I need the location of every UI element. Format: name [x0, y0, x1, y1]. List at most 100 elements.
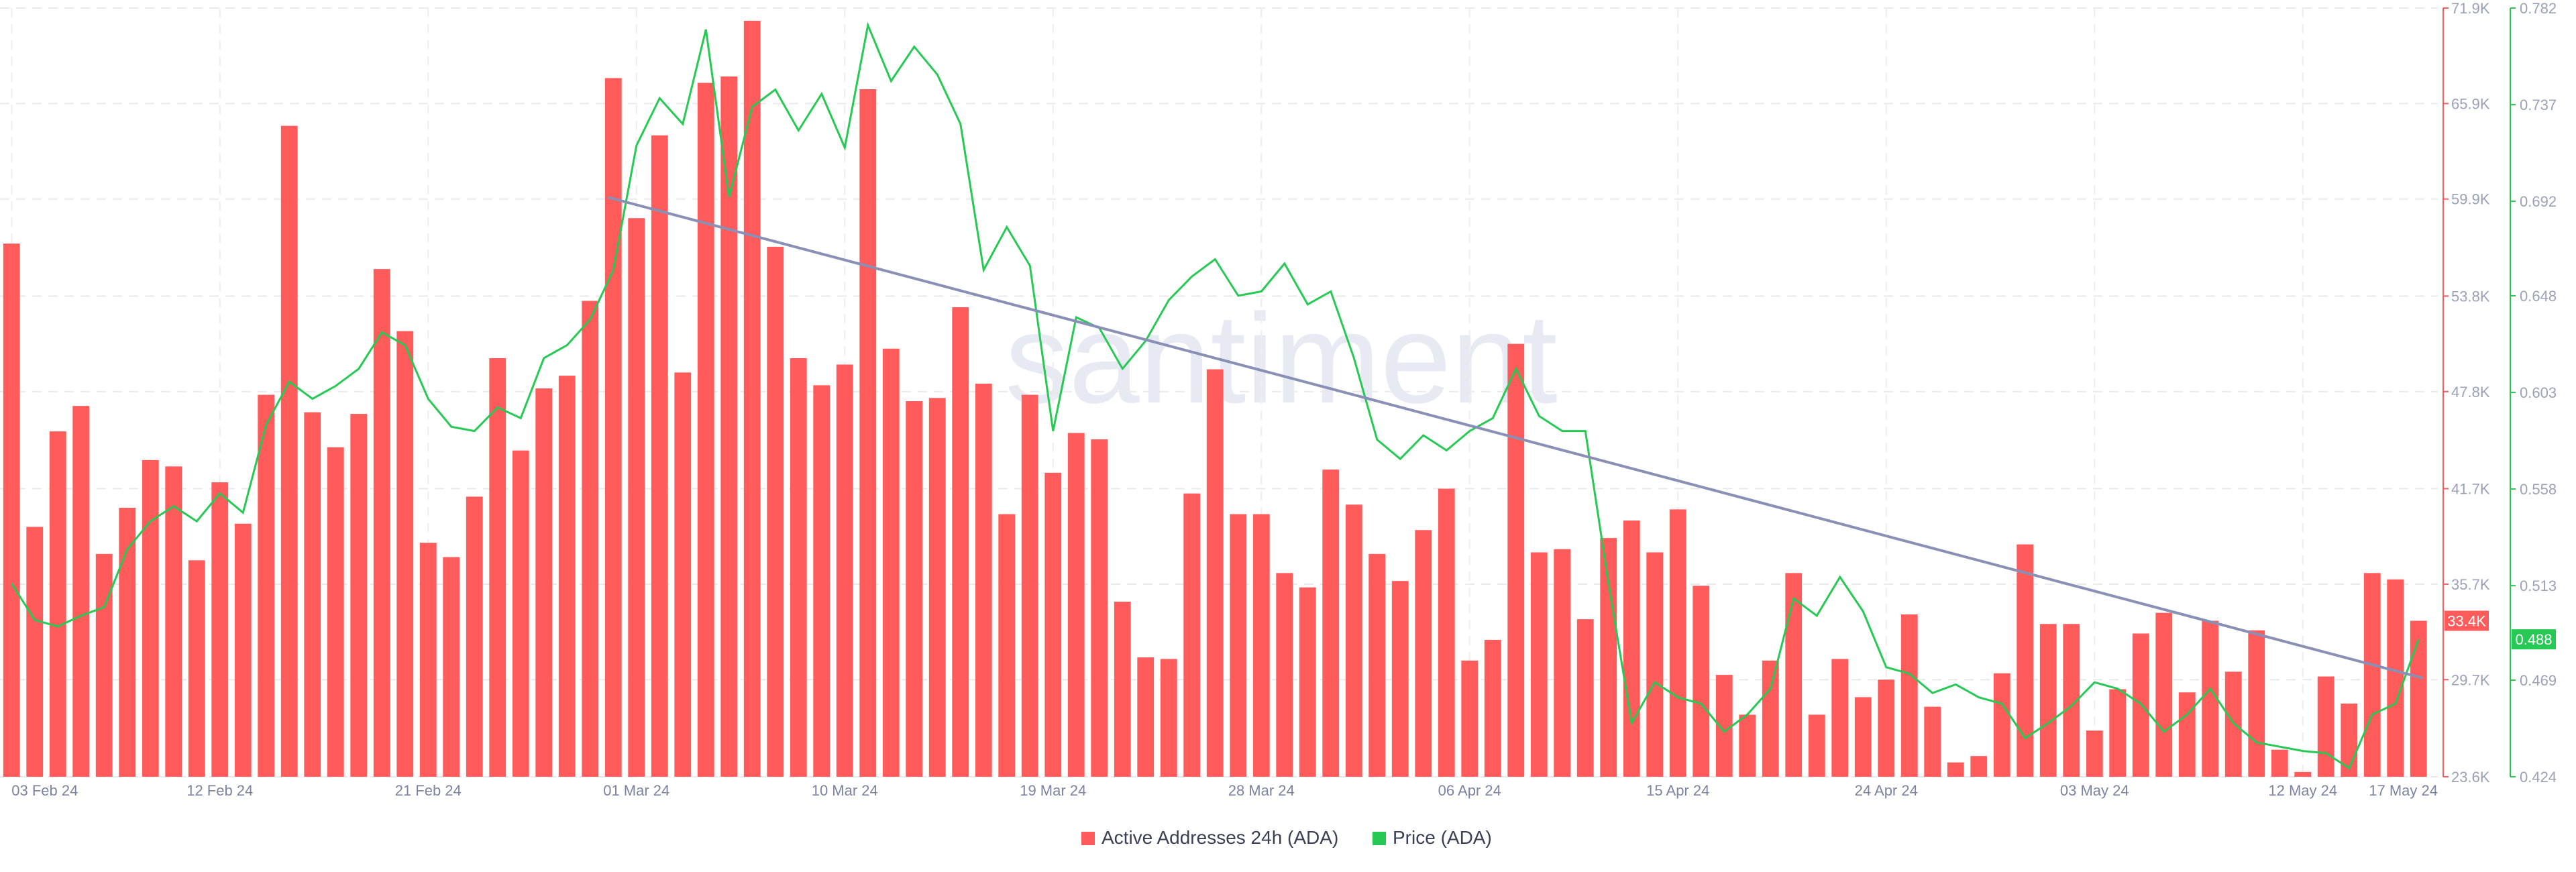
y2-tick-label: 0.558: [2520, 481, 2557, 498]
bar: [1230, 514, 1247, 777]
x-tick-label: 12 Feb 24: [186, 782, 253, 799]
bar: [95, 553, 113, 777]
bar: [1091, 439, 1108, 777]
bar: [1554, 549, 1571, 777]
bar: [1391, 581, 1409, 777]
bar: [49, 431, 66, 777]
bar: [952, 307, 969, 777]
bar: [2317, 676, 2334, 777]
bar: [2294, 771, 2312, 777]
bar: [26, 527, 44, 777]
bar: [2271, 749, 2288, 777]
bar: [628, 218, 645, 777]
bar: [2387, 579, 2404, 777]
bar: [119, 508, 136, 777]
bar: [327, 447, 344, 777]
bar: [1299, 587, 1316, 777]
bar: [1461, 660, 1479, 777]
bar: [1114, 602, 1131, 777]
bar: [790, 358, 807, 777]
y2-tick-label: 0.469: [2520, 672, 2557, 689]
bar: [928, 398, 946, 777]
bar: [396, 331, 414, 777]
bar: [1530, 552, 1548, 777]
bar: [304, 412, 321, 777]
bar: [258, 394, 275, 777]
bar: [604, 78, 622, 777]
price-line: [11, 21, 2420, 770]
bar: [743, 20, 761, 777]
bar: [1438, 488, 1455, 777]
y-tick-label: 29.7K: [2451, 671, 2490, 688]
x-tick-label: 15 Apr 24: [1646, 782, 1709, 799]
legend-swatch: [1373, 832, 1386, 845]
y-tick-label: 65.9K: [2451, 95, 2490, 112]
bar: [859, 89, 877, 777]
bar: [1507, 343, 1525, 777]
bar: [280, 125, 298, 777]
value-badge-label: 0.488: [2515, 631, 2552, 648]
x-tick-label: 19 Mar 24: [1020, 782, 1086, 799]
bar: [1067, 433, 1085, 777]
y-tick-label: 41.7K: [2451, 481, 2490, 498]
value-badge: [2512, 629, 2556, 650]
bar: [767, 246, 784, 777]
bar: [998, 514, 1016, 777]
legend-swatch: [1081, 832, 1095, 845]
bar: [1206, 369, 1224, 777]
bar: [1137, 657, 1155, 777]
bar: [165, 466, 182, 777]
bar: [720, 76, 738, 777]
watermark: santiment: [1005, 288, 1558, 430]
bar: [211, 482, 229, 777]
value-badge-label: 33.4K: [2447, 612, 2486, 629]
bar: [558, 376, 576, 777]
bar: [373, 269, 390, 777]
x-tick-label: 01 Mar 24: [603, 782, 669, 799]
bar: [3, 243, 20, 777]
x-tick-label: 28 Mar 24: [1228, 782, 1295, 799]
bar: [906, 401, 923, 777]
bar: [466, 496, 483, 777]
bar: [2086, 730, 2103, 777]
bar: [2363, 573, 2381, 777]
bar: [813, 385, 830, 777]
bar: [1947, 762, 1964, 777]
bar: [1160, 659, 1177, 777]
bar: [651, 135, 668, 777]
y-tick-label: 35.7K: [2451, 576, 2490, 593]
bar: [697, 83, 714, 777]
bar: [512, 450, 529, 777]
bar: [674, 372, 692, 777]
bar: [1831, 659, 1849, 777]
bar: [1762, 660, 1779, 777]
bar: [72, 406, 90, 777]
y-tick-label: 71.9K: [2451, 0, 2490, 17]
x-tick-label: 10 Mar 24: [812, 782, 878, 799]
bar: [882, 348, 900, 777]
y2-tick-label: 0.648: [2520, 288, 2557, 305]
bar: [1415, 530, 1432, 777]
bar: [2410, 620, 2427, 777]
x-tick-label: 06 Apr 24: [1438, 782, 1501, 799]
x-tick-label: 03 May 24: [2060, 782, 2129, 799]
bar: [1993, 673, 2010, 777]
bar: [2178, 692, 2196, 777]
bar: [1669, 509, 1686, 777]
value-badge: [2445, 610, 2489, 631]
bar: [2202, 620, 2219, 777]
trend-line: [607, 196, 2424, 679]
bar: [1345, 504, 1362, 777]
y2-tick-label: 0.782: [2520, 0, 2557, 17]
bar: [2109, 689, 2127, 777]
bar: [1252, 514, 1270, 777]
x-tick-label: 03 Feb 24: [11, 782, 78, 799]
bar: [443, 557, 460, 777]
bar: [1368, 553, 1386, 777]
bar: [1576, 619, 1594, 777]
y2-tick-label: 0.737: [2520, 97, 2557, 113]
bar: [1970, 756, 1988, 777]
bar: [1183, 493, 1201, 777]
bar: [350, 414, 368, 777]
